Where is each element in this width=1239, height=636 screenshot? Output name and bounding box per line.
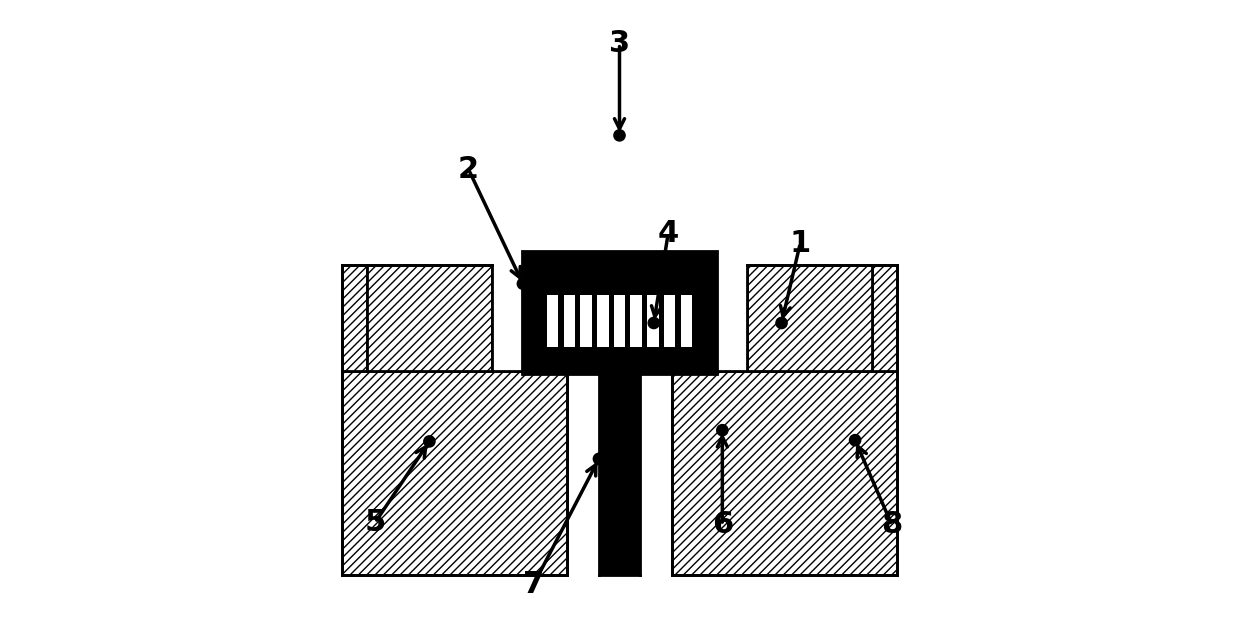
Circle shape bbox=[648, 317, 659, 329]
Bar bbox=[367, 265, 492, 371]
Text: 6: 6 bbox=[711, 511, 733, 539]
Bar bbox=[522, 251, 717, 374]
Text: 4: 4 bbox=[658, 219, 679, 248]
Bar bbox=[546, 295, 559, 347]
Bar bbox=[564, 295, 575, 347]
Text: 5: 5 bbox=[364, 508, 385, 537]
Circle shape bbox=[593, 453, 605, 464]
Bar bbox=[522, 251, 717, 374]
Text: 1: 1 bbox=[789, 229, 810, 258]
Circle shape bbox=[716, 425, 729, 436]
Bar bbox=[664, 295, 675, 347]
Bar bbox=[342, 265, 367, 371]
Bar bbox=[872, 265, 897, 371]
Bar bbox=[631, 295, 642, 347]
Text: 3: 3 bbox=[608, 29, 631, 59]
Text: 7: 7 bbox=[523, 570, 544, 599]
Bar bbox=[546, 265, 566, 371]
Bar bbox=[673, 265, 747, 371]
Bar bbox=[597, 295, 608, 347]
Circle shape bbox=[613, 130, 626, 141]
Bar bbox=[673, 371, 897, 575]
Circle shape bbox=[776, 317, 787, 329]
Bar bbox=[680, 295, 693, 347]
Circle shape bbox=[517, 278, 529, 289]
Bar bbox=[342, 371, 566, 575]
Bar bbox=[747, 265, 872, 371]
Bar bbox=[613, 295, 626, 347]
Text: 8: 8 bbox=[881, 511, 902, 539]
Bar bbox=[580, 295, 592, 347]
Circle shape bbox=[850, 434, 861, 446]
Bar bbox=[673, 265, 693, 371]
Text: 2: 2 bbox=[458, 155, 479, 184]
Bar bbox=[647, 295, 659, 347]
Circle shape bbox=[424, 436, 435, 447]
Bar bbox=[492, 265, 566, 371]
Bar bbox=[598, 371, 641, 575]
